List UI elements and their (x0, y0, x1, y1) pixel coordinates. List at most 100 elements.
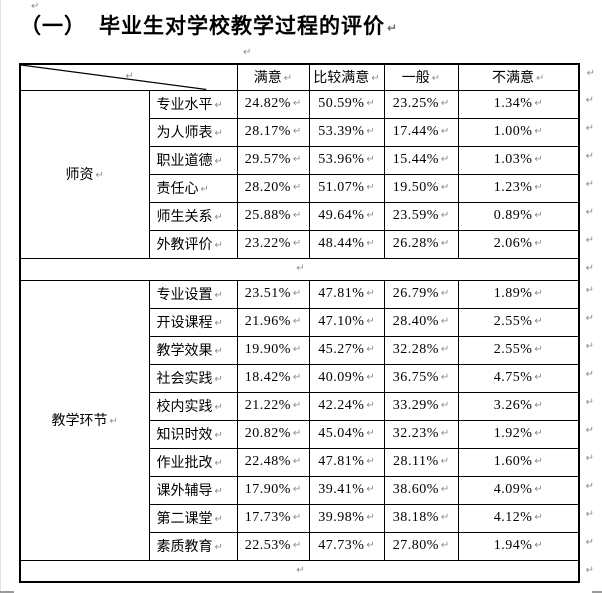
row-end-mark: ↵ (586, 68, 595, 79)
paragraph-mark: ↵ (214, 458, 223, 469)
paragraph-mark: ↵ (366, 456, 375, 467)
diagonal-header-cell: ↵ (19, 63, 238, 91)
value-cell: 1.60% ↵ ↵ (457, 447, 594, 477)
value-cell: 4.12% ↵ ↵ (457, 503, 594, 533)
row-end-mark: ↵ (585, 368, 594, 380)
value-cell: 23.22% ↵ (236, 229, 310, 259)
paragraph-mark: ↵ (292, 400, 302, 411)
paragraph-mark: ↵ (292, 288, 302, 299)
paragraph-mark: ↵ (200, 184, 209, 195)
row-end-mark: ↵ (585, 536, 594, 548)
paragraph-mark: ↵ (440, 182, 450, 193)
paragraph-mark: ↵ (440, 456, 450, 467)
paragraph-mark: ↵ (440, 540, 450, 551)
value-cell: 1.00% ↵ ↵ (457, 117, 594, 147)
paragraph-mark: ↵ (534, 540, 543, 551)
item-cell: 课外辅导 ↵ (148, 475, 238, 505)
paragraph-mark: ↵ (534, 428, 543, 439)
separator-cell: ↵ ↵ (19, 559, 594, 583)
item-cell: 专业设置 ↵ (148, 279, 238, 309)
value-cell: 15.44% ↵ (383, 145, 459, 175)
row-end-mark: ↵ (585, 284, 594, 296)
item-cell: 外教评价 ↵ (148, 229, 238, 259)
value-cell: 17.44% ↵ (383, 117, 459, 147)
page-edge (0, 0, 1, 593)
paragraph-mark: ↵ (534, 182, 543, 193)
paragraph-mark: ↵ (440, 344, 450, 355)
paragraph-mark: ↵ (366, 400, 375, 411)
table-row: 职业道德 ↵ 29.57% ↵ 53.96% ↵ 15.44% ↵ 1.03% ↵ ↵ (20, 145, 594, 175)
value-cell: 47.10% ↵ (308, 307, 385, 337)
paragraph-mark: ↵ (366, 238, 375, 249)
value-cell: 40.09% ↵ (308, 363, 385, 393)
value-cell: 26.79% ↵ (383, 279, 459, 309)
paragraph-mark: ↵ (214, 402, 223, 413)
value-cell: 17.73% ↵ (236, 503, 310, 533)
separator-cell: ↵ ↵ (19, 257, 594, 281)
paragraph-mark: ↵ (292, 372, 302, 383)
value-cell: 49.64% ↵ (308, 201, 385, 231)
item-cell: 职业道德 ↵ (148, 145, 238, 175)
separator-row: ↵ ↵ (19, 559, 594, 583)
item-cell: 开设课程 ↵ (148, 307, 238, 337)
paragraph-mark: ↵ (371, 73, 380, 85)
paragraph-mark: ↵ (214, 346, 223, 357)
table-row: 作业批改 ↵ 22.48% ↵ 47.81% ↵ 28.11% ↵ 1.60% ↵ ↵ (20, 447, 594, 477)
paragraph-mark: ↵ (440, 288, 450, 299)
evaluation-table: ↵ 满意 ↵ 比较满意 ↵ 一般 ↵ 不满意 ↵ ↵ 师资 ↵ 专业水平 ↵ 24.82% ↵ … (19, 63, 595, 583)
item-cell: 知识时效 ↵ (148, 419, 238, 449)
paragraph-mark: ↵ (536, 73, 545, 85)
diagonal-line (21, 65, 237, 90)
paragraph-mark: ↵ (534, 98, 543, 109)
paragraph-mark: ↵ (534, 456, 543, 467)
value-cell: 1.94% ↵ ↵ (457, 531, 594, 561)
table-row: 社会实践 ↵ 18.42% ↵ 40.09% ↵ 36.75% ↵ 4.75% ↵ ↵ (20, 363, 594, 393)
value-cell: 18.42% ↵ (236, 363, 310, 393)
paragraph-mark: ↵ (440, 428, 450, 439)
value-cell: 51.07% ↵ (308, 173, 385, 203)
paragraph-mark: ↵ (243, 47, 252, 58)
value-cell: 38.18% ↵ (383, 503, 459, 533)
paragraph-mark: ↵ (534, 512, 543, 523)
value-cell: 20.82% ↵ (236, 419, 310, 449)
paragraph-mark: ↵ (296, 263, 305, 274)
value-cell: 47.81% ↵ (308, 447, 385, 477)
value-cell: 45.27% ↵ (308, 335, 385, 365)
paragraph-mark: ↵ (292, 428, 302, 439)
paragraph-mark: ↵ (534, 400, 543, 411)
row-end-mark: ↵ (585, 480, 594, 492)
paragraph-mark: ↵ (283, 73, 293, 85)
value-cell: 1.89% ↵ ↵ (457, 279, 594, 309)
table-row: 为人师表 ↵ 28.17% ↵ 53.39% ↵ 17.44% ↵ 1.00% ↵ ↵ (20, 117, 594, 147)
paragraph-mark: ↵ (366, 154, 375, 165)
paragraph-mark: ↵ (292, 316, 302, 327)
row-end-mark: ↵ (585, 312, 594, 324)
cut-off-mark (0, 591, 14, 593)
paragraph-mark: ↵ (534, 238, 543, 249)
paragraph-mark: ↵ (125, 71, 134, 83)
value-cell: 39.98% ↵ (308, 503, 385, 533)
paragraph-mark: ↵ (214, 128, 223, 139)
paragraph-mark: ↵ (292, 182, 302, 193)
section-title: （一） 毕业生对学校教学过程的评价 ↵ (20, 10, 398, 40)
value-cell: 22.53% ↵ (236, 531, 310, 561)
item-cell: 作业批改 ↵ (148, 447, 238, 477)
value-cell: 28.40% ↵ (383, 307, 459, 337)
paragraph-mark: ↵ (440, 512, 450, 523)
paragraph-mark: ↵ (214, 100, 223, 111)
value-cell: 21.96% ↵ (236, 307, 310, 337)
item-cell: 教学效果 ↵ (148, 335, 238, 365)
value-cell: 29.57% ↵ (236, 145, 310, 175)
paragraph-mark: ↵ (214, 212, 223, 223)
value-cell: 47.81% ↵ (308, 279, 385, 309)
value-cell: 4.09% ↵ ↵ (457, 475, 594, 505)
row-end-mark: ↵ (585, 508, 594, 520)
value-cell: 36.75% ↵ (383, 363, 459, 393)
paragraph-mark: ↵ (214, 430, 223, 441)
paragraph-mark: ↵ (95, 170, 104, 181)
group-cell-shizi: 师资 ↵ (19, 89, 150, 259)
value-cell: 47.73% ↵ (308, 531, 385, 561)
value-cell: 2.55% ↵ ↵ (457, 335, 594, 365)
row-end-mark: ↵ (585, 94, 594, 106)
value-cell: 32.23% ↵ (383, 419, 459, 449)
